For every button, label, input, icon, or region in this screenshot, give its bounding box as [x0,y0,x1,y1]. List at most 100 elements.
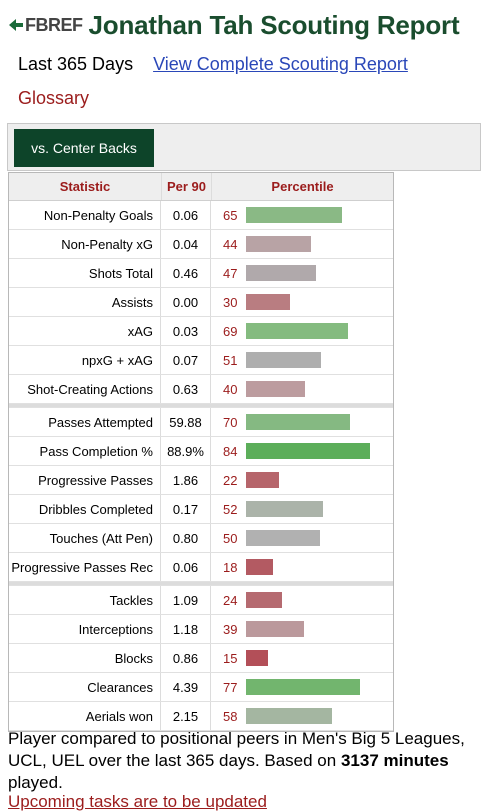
percentile-bar [246,236,311,252]
stat-name: Touches (Att Pen) [9,524,161,552]
stat-name: Shot-Creating Actions [9,375,161,403]
percentile-value: 58 [223,708,238,724]
stat-name: Shots Total [9,259,161,287]
header-statistic[interactable]: Statistic [9,173,162,200]
percentile-value: 51 [223,352,238,368]
per90-value: 0.80 [161,524,211,552]
per90-value: 0.06 [161,553,211,581]
percentile-bar [246,708,332,724]
percentile-value: 40 [223,381,238,397]
comparison-filter-bar: vs. Center Backs [7,123,481,171]
percentile-value: 47 [223,265,238,281]
percentile-cell: 77 [211,673,393,701]
table-row: Non-Penalty Goals 0.06 65 [9,201,393,230]
stat-name: npxG + xAG [9,346,161,374]
percentile-bar [246,621,304,637]
percentile-value: 15 [223,650,238,666]
percentile-bar [246,443,370,459]
table-row: Assists 0.00 30 [9,288,393,317]
percentile-value: 65 [223,207,238,223]
header-percentile[interactable]: Percentile [271,179,334,194]
header-per90[interactable]: Per 90 [162,173,212,200]
table-row: Interceptions 1.18 39 [9,615,393,644]
percentile-cell: 51 [211,346,393,374]
percentile-bar [246,472,279,488]
percentile-cell: 30 [211,288,393,316]
per90-value: 0.06 [161,201,211,229]
stat-name: Interceptions [9,615,161,643]
cutoff-link[interactable]: Upcoming tasks are to be updated [8,792,267,811]
fbref-leaf-icon [9,19,23,31]
table-row: Touches (Att Pen) 0.80 50 [9,524,393,553]
per90-value: 0.07 [161,346,211,374]
glossary-link[interactable]: Glossary [18,88,90,108]
percentile-cell: 69 [211,317,393,345]
per90-value: 2.15 [161,702,211,730]
percentile-cell: 24 [211,586,393,614]
stat-name: Aerials won [9,702,161,730]
stat-name: Assists [9,288,161,316]
center-backs-filter-button[interactable]: vs. Center Backs [14,129,154,167]
table-row: Passes Attempted 59.88 70 [9,408,393,437]
page-title: Jonathan Tah Scouting Report [88,9,460,40]
table-row: Progressive Passes 1.86 22 [9,466,393,495]
percentile-value: 69 [223,323,238,339]
fbref-logo[interactable]: FBREF [8,15,83,36]
stat-name: Dribbles Completed [9,495,161,523]
per90-value: 1.09 [161,586,211,614]
logo-text: FBREF [25,14,83,35]
percentile-bar [246,650,268,666]
percentile-value: 24 [223,592,238,608]
percentile-value: 18 [223,559,238,575]
table-row: Shot-Creating Actions 0.63 40 [9,375,393,404]
stat-name: Blocks [9,644,161,672]
percentile-cell: 40 [211,375,393,403]
table-row: Blocks 0.86 15 [9,644,393,673]
percentile-cell: 50 [211,524,393,552]
per90-value: 0.86 [161,644,211,672]
table-row: Progressive Passes Rec 0.06 18 [9,553,393,582]
percentile-value: 44 [223,236,238,252]
minutes-played: 3137 minutes [340,751,449,770]
percentile-value: 70 [223,414,238,430]
report-subheader: Last 365 Days View Complete Scouting Rep… [18,54,408,75]
stat-name: Non-Penalty Goals [9,201,161,229]
group-separator [9,582,393,586]
percentile-bar [246,381,305,397]
footnote-text: Player compared to positional peers in M… [8,729,465,770]
table-row: Pass Completion % 88.9% 84 [9,437,393,466]
site-header: FBREF Jonathan Tah Scouting Report [8,8,460,42]
per90-value: 0.00 [161,288,211,316]
period-label: Last 365 Days [18,54,134,74]
per90-value: 88.9% [161,437,211,465]
stat-name: Non-Penalty xG [9,230,161,258]
percentile-cell: 22 [211,466,393,494]
table-row: Dribbles Completed 0.17 52 [9,495,393,524]
percentile-bar [246,323,348,339]
percentile-value: 84 [223,443,238,459]
percentile-value: 39 [223,621,238,637]
percentile-cell: 52 [211,495,393,523]
stat-name: Clearances [9,673,161,701]
table-row: xAG 0.03 69 [9,317,393,346]
percentile-cell: 84 [211,437,393,465]
percentile-value: 52 [223,501,238,517]
table-header: Statistic Per 90 Percentile [9,173,393,201]
per90-value: 0.63 [161,375,211,403]
stat-name: Pass Completion % [9,437,161,465]
percentile-cell: 58 [211,702,393,730]
table-row: Shots Total 0.46 47 [9,259,393,288]
per90-value: 0.04 [161,230,211,258]
percentile-cell: 65 [211,201,393,229]
stat-name: Progressive Passes [9,466,161,494]
per90-value: 0.46 [161,259,211,287]
percentile-value: 30 [223,294,238,310]
full-report-link[interactable]: View Complete Scouting Report [153,54,408,74]
percentile-cell: 15 [211,644,393,672]
percentile-cell: 39 [211,615,393,643]
percentile-cell: 44 [211,230,393,258]
percentile-value: 22 [223,472,238,488]
stat-name: Progressive Passes Rec [9,553,161,581]
percentile-bar [246,679,360,695]
percentile-bar [246,592,282,608]
